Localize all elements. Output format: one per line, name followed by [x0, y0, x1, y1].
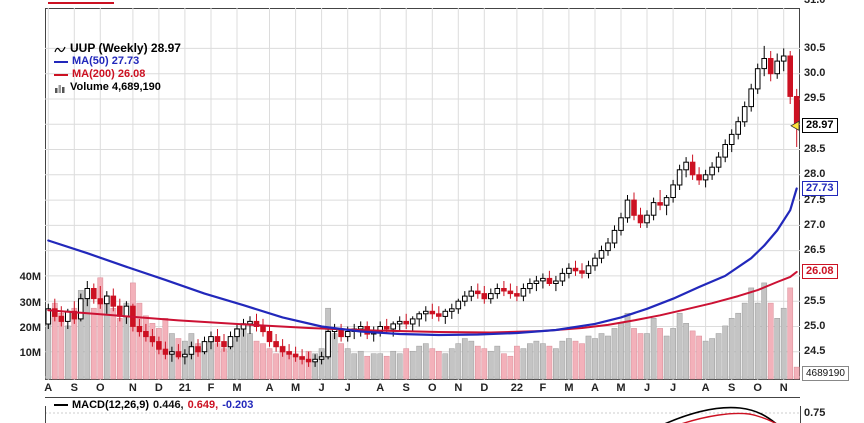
x-axis-label: J [318, 382, 325, 394]
x-axis-label: D [154, 382, 163, 394]
x-axis-label: F [207, 382, 215, 394]
x-axis-label: N [779, 382, 788, 394]
x-axis-label: O [427, 382, 437, 394]
volume-axis-label: 30M [19, 296, 41, 309]
y-axis-label: 27.0 [804, 218, 826, 231]
x-axis-label: J [643, 382, 651, 394]
chart-legend: UUP (Weekly) 28.97 MA(50) 27.73 MA(200) … [54, 42, 181, 94]
macd-title: MACD(12,26,9) [72, 399, 150, 411]
x-axis-label: N [128, 382, 137, 394]
y-axis-label: 29.5 [804, 92, 826, 105]
volume-axis-label: 40M [19, 271, 41, 284]
x-axis-label: D [480, 382, 489, 394]
legend-symbol-row: UUP (Weekly) 28.97 [54, 42, 181, 55]
chart-type-icon [54, 46, 66, 52]
x-axis-label: N [454, 382, 463, 394]
x-axis-label: A [44, 382, 53, 394]
volume-axis-label: 20M [19, 321, 41, 334]
x-axis-label: O [753, 382, 762, 394]
ma200-label: MA(200) 26.08 [72, 68, 146, 80]
clipped-upper-pane-line [48, 2, 114, 4]
x-axis-label: A [265, 382, 274, 394]
y-axis-label: 28.0 [804, 168, 826, 181]
macd-signal-fragment [682, 412, 777, 423]
x-axis-label: M [616, 382, 626, 394]
y-axis-label: 25.0 [804, 319, 826, 332]
x-axis-label: M [232, 382, 242, 394]
x-axis-label: J [344, 382, 351, 394]
macd-line-fragment [664, 406, 777, 423]
macd-value-hist: -0.203 [222, 399, 254, 411]
last-price-tag: 28.97 [802, 118, 838, 134]
macd-axis-label: 0.75 [804, 407, 826, 419]
y-axis-label: 25.5 [804, 294, 826, 307]
macd-legend: MACD(12,26,9) 0.446, 0.649, -0.203 [54, 399, 253, 411]
macd-value-signal: 0.649, [187, 399, 219, 411]
x-axis-label: O [96, 382, 105, 394]
x-axis-label: S [70, 382, 78, 394]
x-axis-label: J [670, 382, 677, 394]
volume-bars-icon [55, 84, 65, 93]
x-axis-label: S [402, 382, 410, 394]
x-axis-label: M [564, 382, 574, 394]
x-axis-label: A [376, 382, 385, 394]
y-axis-label: 24.5 [804, 345, 826, 358]
y-axis-label: 30.0 [804, 67, 826, 80]
ma200-line-icon [54, 73, 68, 76]
ma50-label: MA(50) 27.73 [72, 55, 140, 67]
ma50-line-icon [54, 60, 68, 63]
legend-ma50-row: MA(50) 27.73 [54, 55, 181, 68]
price-pane-frame [45, 8, 800, 380]
macd-value-line: 0.446, [153, 399, 184, 411]
x-axis-label: S [727, 382, 736, 394]
symbol-title: UUP (Weekly) 28.97 [70, 41, 181, 55]
x-axis-label: A [701, 382, 710, 394]
volume-value-tag: 4689190 [802, 366, 849, 381]
volume-axis-label: 10M [19, 347, 41, 360]
y-axis-label-clipped: 31.0 [804, 0, 826, 6]
ma50-price-tag: 27.73 [802, 180, 838, 196]
x-axis-label: A [590, 382, 599, 394]
y-axis-label: 28.5 [804, 143, 826, 156]
y-axis-label: 27.5 [804, 193, 826, 206]
ma200-price-tag: 26.08 [802, 264, 838, 280]
x-axis-label: 22 [510, 382, 523, 394]
y-axis-label: 30.5 [804, 41, 826, 54]
volume-label: Volume 4,689,190 [70, 81, 161, 93]
x-axis-label: F [539, 382, 547, 394]
legend-ma200-row: MA(200) 26.08 [54, 68, 181, 81]
macd-line-icon [54, 404, 68, 406]
pane-separator [45, 397, 800, 398]
legend-volume-row: Volume 4,689,190 [54, 81, 181, 94]
x-axis-label: 21 [178, 382, 192, 394]
x-axis-label: M [290, 382, 301, 394]
y-axis-label: 26.5 [804, 244, 826, 257]
